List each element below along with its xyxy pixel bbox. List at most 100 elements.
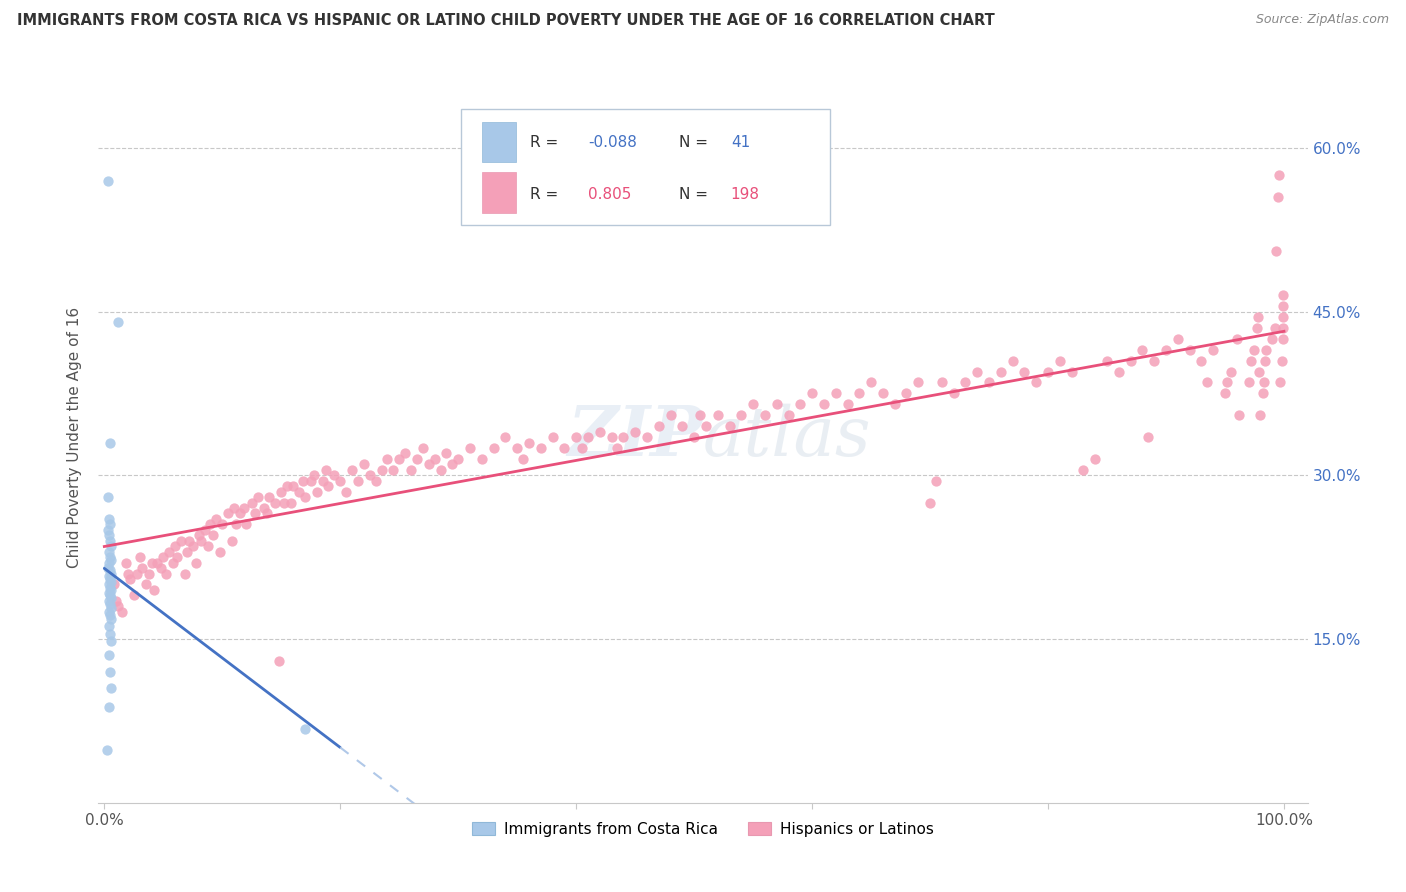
Point [305,484,328,499]
Point [131,561,153,575]
Text: 198: 198 [731,186,759,202]
FancyBboxPatch shape [482,172,516,212]
Point [429,463,451,477]
Point [225,517,247,532]
Point [98,545,121,559]
Point [966,365,988,379]
Point [107,599,129,614]
Point [353,458,375,472]
Point [1243,343,1265,357]
Point [955,376,977,390]
Point [229,507,252,521]
Text: 41: 41 [731,135,749,150]
Point [97,561,120,575]
Point [235,517,257,532]
Point [273,495,295,509]
Point [97,173,120,187]
Point [179,533,201,548]
Point [754,409,776,423]
Point [377,451,399,466]
Point [142,582,165,597]
Point [270,484,292,499]
Point [571,441,593,455]
Point [576,430,599,444]
Point [907,376,929,390]
Point [1264,321,1286,335]
Point [896,386,918,401]
Point [127,566,149,581]
Point [98,665,121,679]
Point [200,517,222,532]
Point [176,545,198,559]
Point [920,495,942,509]
Point [482,441,505,455]
Point [765,397,787,411]
Point [364,474,387,488]
Point [311,474,333,488]
Point [252,501,274,516]
Point [636,430,658,444]
Point [612,430,634,444]
Point [105,594,128,608]
Point [778,409,800,423]
Point [141,556,163,570]
Point [1227,409,1250,423]
Point [98,607,121,622]
Point [1197,376,1219,390]
Point [399,463,422,477]
Point [100,612,122,626]
Legend: Immigrants from Costa Rica, Hispanics or Latinos: Immigrants from Costa Rica, Hispanics or… [465,815,941,843]
Point [120,572,142,586]
Point [1247,310,1270,324]
Point [848,386,870,401]
Point [267,654,290,668]
Point [436,446,458,460]
Point [1272,299,1295,313]
Point [173,566,195,581]
Point [152,550,174,565]
Point [412,441,434,455]
Point [1189,353,1212,368]
Point [1108,365,1130,379]
Point [98,699,121,714]
Point [100,591,122,605]
Point [1272,310,1295,324]
Point [730,409,752,423]
Point [291,474,314,488]
Point [98,597,121,611]
Point [256,507,278,521]
Point [1253,376,1275,390]
Point [103,577,125,591]
Point [990,365,1012,379]
Point [506,441,529,455]
Point [1213,386,1236,401]
Point [100,566,122,581]
Point [512,451,534,466]
Text: IMMIGRANTS FROM COSTA RICA VS HISPANIC OR LATINO CHILD POVERTY UNDER THE AGE OF : IMMIGRANTS FROM COSTA RICA VS HISPANIC O… [17,13,994,29]
Point [1119,353,1142,368]
Point [100,681,122,695]
Point [166,550,188,565]
Point [135,577,157,591]
Point [1001,353,1024,368]
Point [100,582,122,597]
Point [347,474,370,488]
Point [98,550,121,565]
Point [1261,332,1284,346]
Point [165,539,187,553]
Point [1137,430,1160,444]
Point [288,484,311,499]
Point [1272,288,1295,302]
Point [441,458,464,472]
Point [294,490,316,504]
Point [100,634,122,648]
Point [683,430,706,444]
Point [388,451,411,466]
Point [276,479,298,493]
Point [931,376,953,390]
Text: 0.805: 0.805 [588,186,631,202]
Point [1256,343,1278,357]
Point [1216,376,1239,390]
Point [335,484,357,499]
Point [471,451,494,466]
